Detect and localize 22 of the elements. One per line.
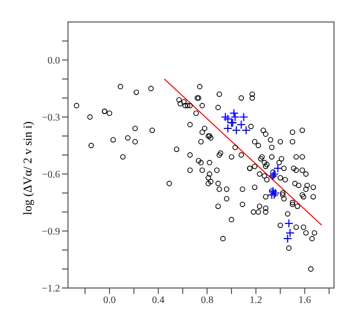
y-tick-label: 0.0 (48, 56, 60, 67)
point (223, 124, 232, 133)
x-tick-label: 0.8 (200, 295, 214, 306)
y-tick-label: −1.2 (42, 284, 60, 295)
point (239, 112, 248, 122)
y-axis-title: log (ΔVα/ 2 v sin i) (20, 121, 34, 215)
y-tick-label: −0.9 (42, 226, 60, 238)
y-tick-label: −0.6 (42, 170, 60, 181)
point (284, 218, 294, 228)
point (270, 188, 280, 198)
point (273, 164, 282, 173)
x-tick-label: 0.4 (152, 295, 165, 306)
x-tick-label: 1.2 (250, 295, 262, 306)
point (283, 234, 292, 244)
point (268, 186, 278, 196)
point (286, 228, 295, 238)
y-tick-label: −0.3 (42, 112, 60, 124)
point (230, 112, 240, 122)
x-tick-label: 0.0 (103, 295, 116, 306)
point (232, 126, 241, 135)
x-tick-label: 1.6 (298, 295, 311, 306)
point (270, 169, 279, 179)
